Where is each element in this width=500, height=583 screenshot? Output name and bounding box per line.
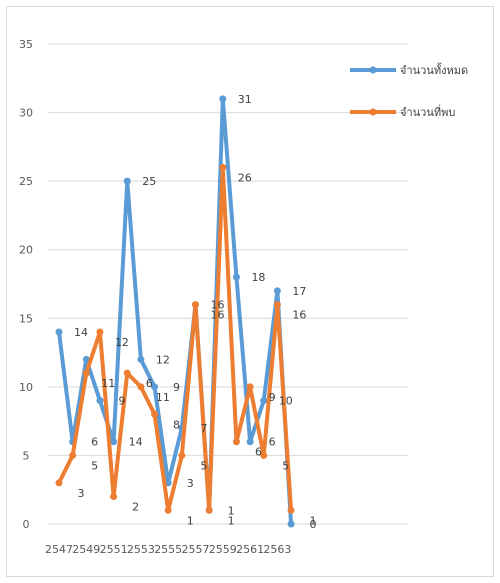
- data-label: 6: [255, 446, 262, 459]
- data-label: 5: [91, 459, 98, 472]
- legend-marker: [369, 66, 377, 74]
- data-label: 5: [200, 459, 207, 472]
- chart-area: [6, 6, 494, 577]
- data-label: 12: [156, 353, 170, 366]
- y-tick-label: 10: [19, 381, 33, 394]
- x-tick-label: 2557: [182, 543, 210, 556]
- y-tick-label: 5: [23, 449, 30, 462]
- data-label: 6: [269, 436, 276, 449]
- data-label: 12: [115, 336, 129, 349]
- x-tick-label: 2551: [100, 543, 128, 556]
- data-label: 0: [310, 518, 317, 531]
- data-point: [96, 328, 104, 336]
- data-point: [260, 397, 268, 405]
- data-label: 11: [156, 391, 170, 404]
- series-line-2: [57, 165, 294, 513]
- data-label: 2: [132, 501, 139, 514]
- data-point: [232, 273, 240, 281]
- data-point: [232, 438, 240, 446]
- data-point: [69, 451, 77, 459]
- data-label: 3: [187, 477, 194, 490]
- y-tick-label: 35: [19, 38, 33, 51]
- data-label: 1: [310, 514, 317, 527]
- data-label: 7: [200, 422, 207, 435]
- y-axis-ticks: 0 5 10 15 20 25 30 35: [19, 38, 33, 531]
- y-tick-label: 30: [19, 107, 33, 120]
- series-line-1: [57, 96, 294, 526]
- data-point: [151, 383, 159, 391]
- y-tick-label: 20: [19, 244, 33, 257]
- x-tick-label: 2561: [236, 543, 264, 556]
- data-point: [246, 383, 254, 391]
- data-point: [178, 451, 186, 459]
- data-point: [273, 287, 281, 295]
- data-point: [164, 506, 172, 514]
- data-point: [219, 95, 227, 103]
- data-label: 11: [101, 377, 115, 390]
- y-tick-label: 15: [19, 312, 33, 325]
- data-point: [219, 163, 227, 171]
- data-label: 1: [187, 514, 194, 527]
- data-point: [110, 493, 118, 501]
- data-point: [96, 397, 104, 405]
- data-label: 18: [251, 271, 265, 284]
- data-label: 5: [282, 459, 289, 472]
- y-tick-label: 25: [19, 175, 33, 188]
- data-label: 14: [129, 436, 143, 449]
- data-label: 9: [269, 391, 276, 404]
- data-point: [55, 479, 63, 487]
- data-point: [287, 506, 295, 514]
- data-point: [137, 383, 145, 391]
- legend-marker: [369, 108, 377, 116]
- data-label: 9: [173, 381, 180, 394]
- data-label: 8: [173, 418, 180, 431]
- x-tick-label: 2549: [72, 543, 100, 556]
- data-point: [123, 369, 131, 377]
- legend-label: จำนวนที่พบ: [400, 104, 455, 119]
- series-lines: [55, 95, 295, 528]
- data-label: 16: [211, 309, 225, 322]
- x-tick-label: 2563: [263, 543, 291, 556]
- data-point: [260, 451, 268, 459]
- data-label: 16: [292, 309, 306, 322]
- data-label: 3: [78, 487, 85, 500]
- x-tick-label: 2555: [154, 543, 182, 556]
- data-label: 9: [118, 395, 125, 408]
- data-label: 6: [91, 436, 98, 449]
- data-point: [287, 520, 295, 528]
- data-point: [110, 438, 118, 446]
- data-point: [123, 177, 131, 185]
- data-label: 14: [74, 326, 88, 339]
- data-labels: 1469142512937161311861017035111226118151…: [74, 93, 317, 531]
- data-label: 16: [211, 299, 225, 312]
- data-point: [246, 438, 254, 446]
- data-label: 1: [228, 514, 235, 527]
- data-point: [273, 301, 281, 309]
- data-label: 17: [292, 285, 306, 298]
- data-label: 31: [238, 93, 252, 106]
- data-label: 10: [279, 395, 293, 408]
- data-point: [82, 355, 90, 363]
- y-tick-label: 0: [23, 518, 30, 531]
- data-label: 1: [228, 504, 235, 517]
- x-tick-label: 2559: [209, 543, 237, 556]
- data-point: [192, 301, 199, 309]
- data-label: 6: [146, 377, 153, 390]
- data-point: [82, 369, 90, 377]
- x-axis-ticks: 2547 2549 2551 2553 2555 2557 2559 2561 2563: [45, 543, 291, 556]
- data-label: 26: [238, 171, 252, 184]
- legend-label: จำนวนทั้งหมด: [400, 62, 468, 77]
- data-point: [55, 328, 63, 336]
- x-tick-label: 2547: [45, 543, 73, 556]
- data-point: [205, 506, 213, 514]
- x-tick-label: 2553: [127, 543, 155, 556]
- data-point: [137, 355, 145, 363]
- data-point: [151, 410, 159, 418]
- data-label: 25: [142, 175, 156, 188]
